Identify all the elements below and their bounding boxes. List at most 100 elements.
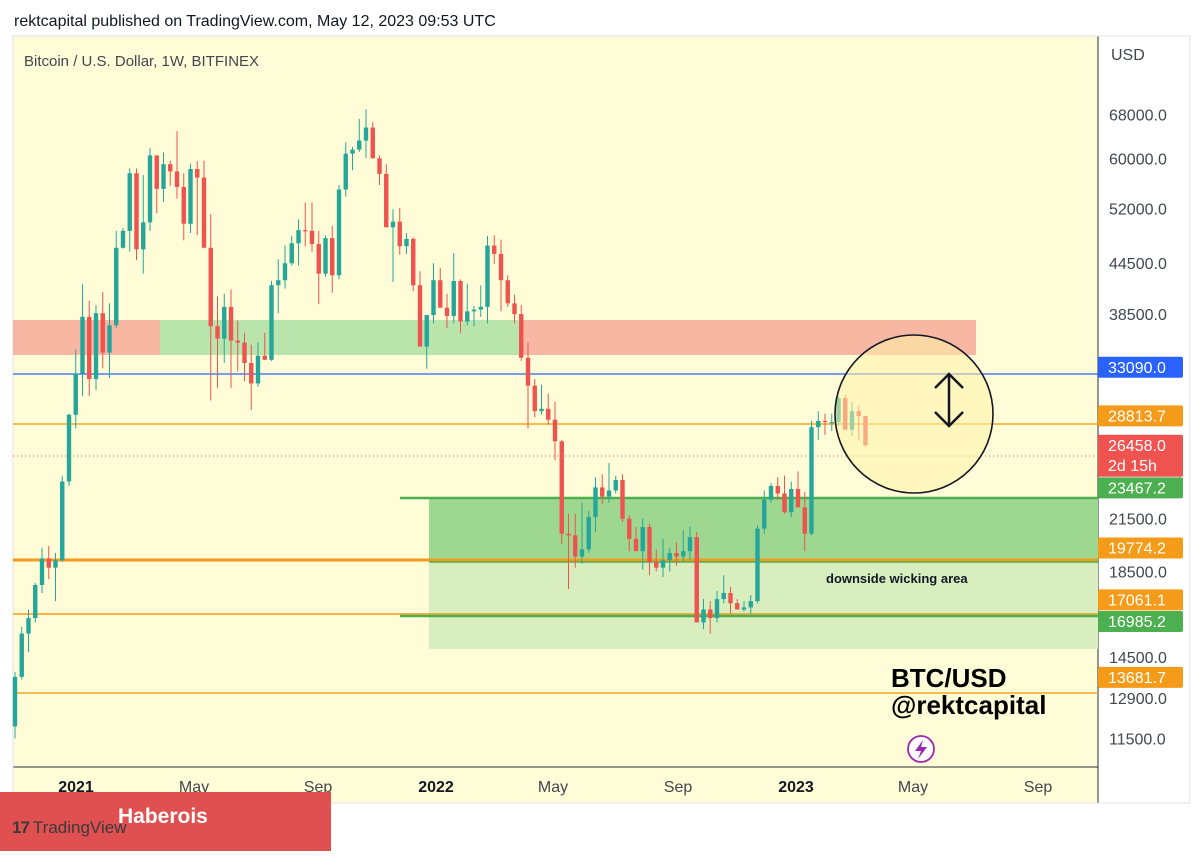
candle <box>552 401 558 461</box>
candle <box>276 259 281 314</box>
candle <box>579 502 585 564</box>
candle-body <box>120 230 126 248</box>
candle-body <box>512 303 517 315</box>
candle <box>795 471 801 508</box>
candle-body <box>330 238 335 276</box>
candle-body <box>384 173 389 228</box>
candle-body <box>141 222 146 250</box>
candle-body <box>687 537 693 552</box>
candle <box>262 332 267 360</box>
downside-wicking-note: downside wicking area <box>826 571 968 586</box>
candles-group <box>12 109 868 739</box>
candle-body <box>127 173 132 231</box>
price-label-value: 23467.2 <box>1108 480 1166 497</box>
candle <box>735 599 740 610</box>
y-tick-label: 68000.0 <box>1109 107 1167 124</box>
x-tick-label: 2023 <box>778 779 814 796</box>
tradingview-logo[interactable]: 17 TradingView <box>12 818 126 838</box>
candle <box>667 547 672 572</box>
candle <box>161 152 166 202</box>
candle-body <box>822 420 828 423</box>
candle <box>154 155 159 214</box>
candle <box>633 526 639 552</box>
candle-body <box>606 490 612 497</box>
candle-body <box>728 592 733 604</box>
candle-body <box>53 560 58 568</box>
candle <box>411 237 416 292</box>
candle-body <box>134 173 139 250</box>
candle <box>573 513 578 568</box>
candle <box>809 420 814 536</box>
price-label-background <box>1098 589 1183 611</box>
candle-body <box>714 599 720 619</box>
candle <box>674 542 679 566</box>
price-label-value: 13681.7 <box>1108 670 1166 687</box>
candle-body <box>289 243 294 264</box>
candle-body <box>397 221 402 247</box>
price-label-badge: 17061.1 <box>1098 589 1183 611</box>
candle-body <box>255 355 261 384</box>
candle <box>471 305 477 327</box>
candle <box>215 296 220 388</box>
candle-body <box>80 316 85 374</box>
candle <box>336 185 342 280</box>
candle <box>242 332 247 382</box>
candle <box>80 284 85 396</box>
candle-body <box>748 601 753 608</box>
candle <box>39 547 45 593</box>
price-label-background <box>1098 434 1183 477</box>
candle-body <box>154 155 159 189</box>
candle <box>519 305 524 361</box>
candle <box>559 439 564 545</box>
candle-body <box>809 427 814 534</box>
candle <box>390 209 396 282</box>
candle-body <box>174 171 180 187</box>
candle-body <box>519 314 524 358</box>
candle-body <box>816 420 821 428</box>
candle-body <box>782 493 787 513</box>
candle-body <box>343 153 348 190</box>
price-label-badges: 33090.0 28813.7 26458.0 2d 15h 23467.2 19774.… <box>1098 356 1183 688</box>
candle-body <box>579 549 585 557</box>
candle <box>789 481 794 518</box>
candle-body <box>735 603 740 610</box>
candle <box>26 609 31 653</box>
candle <box>647 523 652 576</box>
candle-body <box>539 408 544 412</box>
candle-body <box>498 253 504 281</box>
candle <box>782 475 787 514</box>
candle <box>694 531 699 623</box>
lightning-icon[interactable] <box>907 735 935 763</box>
candle <box>73 349 78 429</box>
candle-body <box>363 127 369 141</box>
candle-body <box>471 309 477 312</box>
candle <box>451 253 456 324</box>
candle-body <box>12 676 18 727</box>
candle <box>147 147 153 231</box>
y-tick-label: 60000.0 <box>1109 151 1167 168</box>
y-tick-label: 52000.0 <box>1109 202 1167 219</box>
x-tick-label: Sep <box>664 779 693 796</box>
candle <box>181 173 186 241</box>
candle-body <box>66 414 72 482</box>
candle-body <box>768 485 774 500</box>
candle-body <box>755 528 760 602</box>
candle <box>363 109 369 159</box>
candle-body <box>546 408 551 420</box>
candle <box>19 626 24 680</box>
price-label-value: 28813.7 <box>1108 408 1166 425</box>
price-label-value: 16985.2 <box>1108 614 1166 631</box>
candle <box>822 413 828 435</box>
candle-body <box>694 537 699 623</box>
candle <box>431 263 436 324</box>
candle-body <box>249 362 254 384</box>
candle-body <box>465 311 470 322</box>
candle-body <box>222 306 227 339</box>
candle-body <box>647 526 652 563</box>
candle-body <box>26 618 31 634</box>
candle-body <box>262 355 267 360</box>
candle <box>120 227 126 249</box>
candle <box>343 142 348 197</box>
